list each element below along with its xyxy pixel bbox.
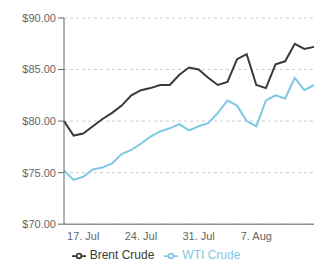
svg-text:31. Jul: 31. Jul xyxy=(182,230,214,242)
svg-text:$90.00: $90.00 xyxy=(22,12,56,24)
html-text:WTI Crude: WTI Crude xyxy=(182,248,241,263)
svg-text:24. Jul: 24. Jul xyxy=(125,230,157,242)
svg-text:$85.00: $85.00 xyxy=(22,63,56,75)
html-text:Brent Crude: Brent Crude xyxy=(89,248,155,263)
svg-text:$80.00: $80.00 xyxy=(22,115,56,127)
svg-text:$70.00: $70.00 xyxy=(22,218,56,230)
svg-text:17. Jul: 17. Jul xyxy=(67,230,99,242)
svg-text:$75.00: $75.00 xyxy=(22,167,56,179)
svg-text:7. Aug: 7. Aug xyxy=(241,230,272,242)
